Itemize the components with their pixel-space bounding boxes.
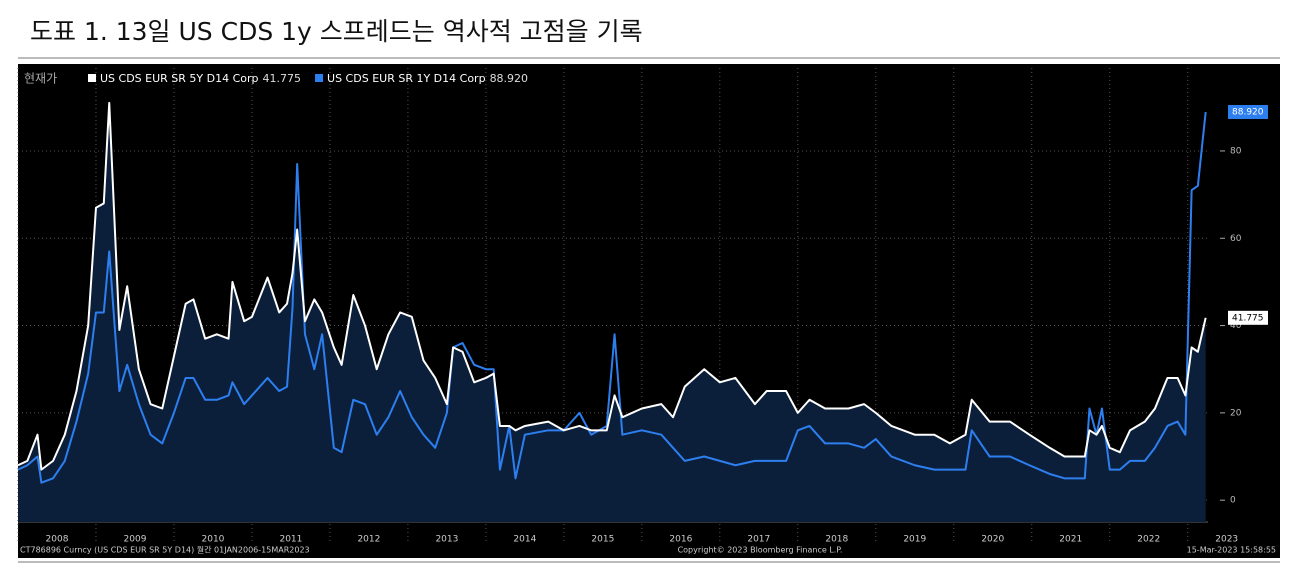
footer-left: CT786896 Curncy (US CDS EUR SR 5Y D14) 월… [20, 545, 310, 555]
plot: 0 20 40 60 80 2008 2009 2010 2011 2012 2013 2014 201… [17, 68, 1268, 545]
x-tick-label: 2019 [903, 535, 926, 545]
legend-swatch [315, 74, 324, 82]
legend-swatch [88, 74, 96, 82]
x-tick-label: 2016 [669, 535, 692, 545]
legend-value: 88.920 [490, 72, 529, 85]
x-tick-label: 2012 [357, 535, 380, 545]
y-tick-label: 0 [1230, 496, 1236, 506]
x-tick-label: 2018 [825, 535, 848, 545]
x-tick-label: 2022 [1137, 535, 1160, 545]
legend-label: US CDS EUR SR 1Y D14 Corp [327, 72, 486, 85]
footer-right: 15-Mar-2023 15:58:55 [1187, 546, 1276, 555]
x-tick-label: 2021 [1059, 535, 1082, 545]
x-tick-label: 2017 [747, 535, 770, 545]
legend-value: 41.775 [263, 72, 302, 85]
x-tick-label: 2010 [202, 535, 225, 545]
value-tag-label: 88.920 [1232, 108, 1264, 118]
line [17, 101, 1207, 471]
line [17, 111, 1207, 484]
x-tick-label: 2011 [279, 535, 302, 545]
chart-title: 도표 1. 13일 US CDS 1y 스프레드는 역사적 고점을 기록 [30, 17, 643, 46]
legend-title: 현재가 [24, 72, 57, 86]
value-tag [1228, 310, 1268, 325]
x-tick-label: 2008 [46, 535, 69, 545]
area [18, 102, 1206, 522]
x-tick-label: 2023 [1215, 535, 1238, 545]
x-tick-label: 2013 [435, 535, 458, 545]
x-tick-label: 2020 [981, 535, 1004, 545]
y-tick-label: 60 [1230, 234, 1242, 244]
value-tag-label: 41.775 [1232, 313, 1264, 323]
y-tick-label: 80 [1230, 146, 1242, 156]
x-tick-label: 2009 [124, 535, 147, 545]
x-tick-label: 2014 [513, 535, 536, 545]
value-tag [1228, 105, 1268, 120]
y-tick-label: 40 [1230, 321, 1242, 331]
legend-label: US CDS EUR SR 5Y D14 Corp [100, 72, 259, 85]
footer-center: Copyright© 2023 Bloomberg Finance L.P. [678, 546, 843, 555]
y-tick-label: 20 [1230, 408, 1242, 418]
x-tick-label: 2015 [591, 535, 614, 545]
